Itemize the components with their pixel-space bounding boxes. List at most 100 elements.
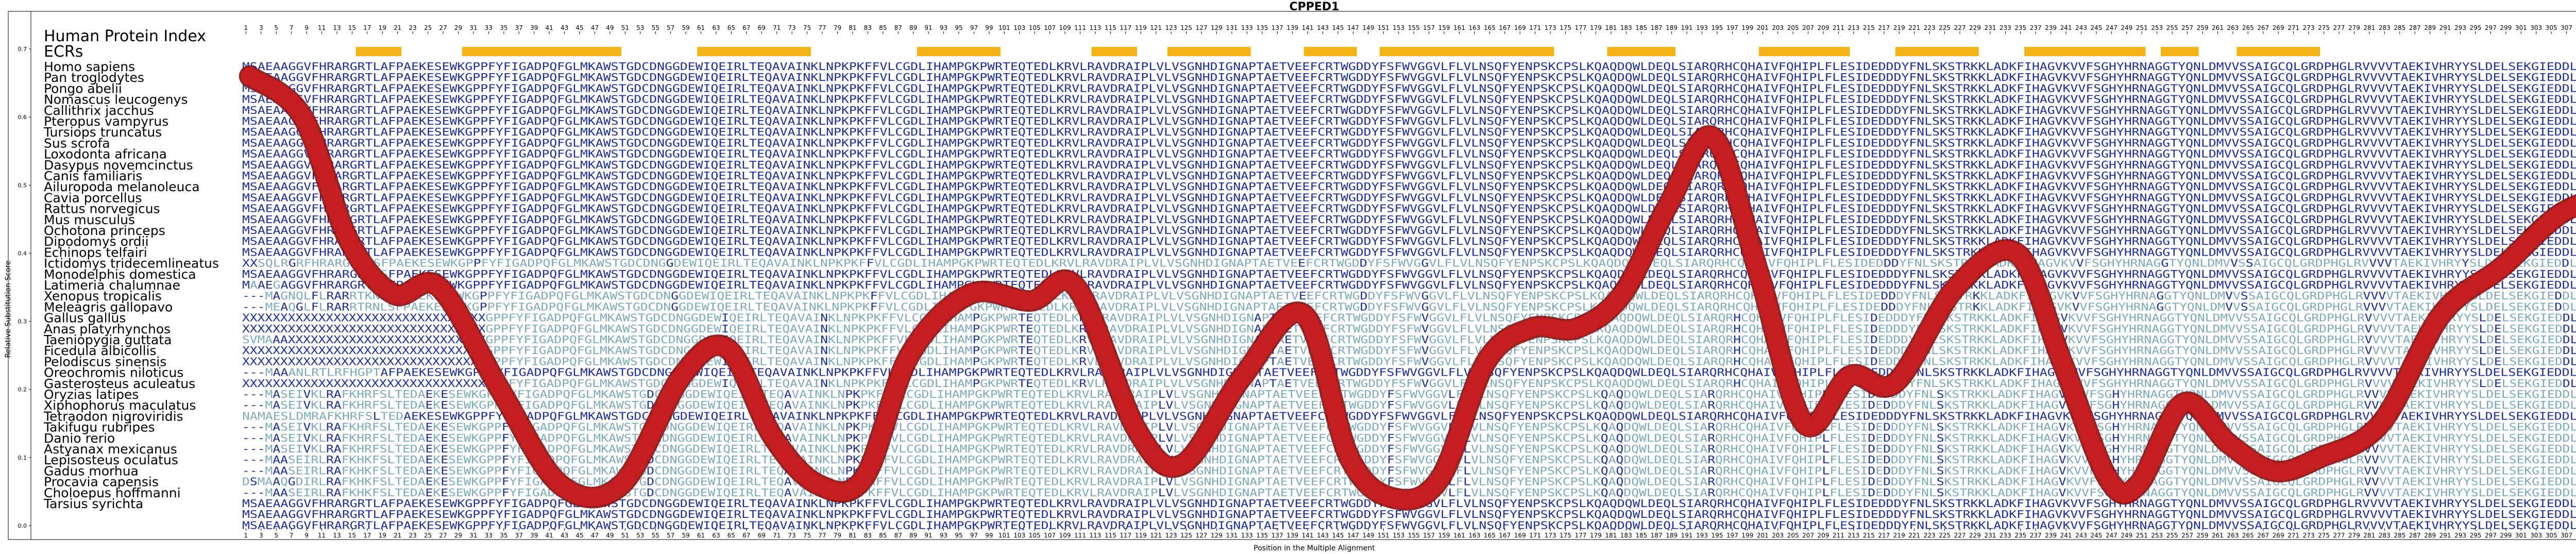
residue-run: VLRAVDRAIPLVLVSGNHDIGN — [1087, 312, 1254, 324]
residue-run: QRHCQHAIVFQHIP — [1715, 388, 1822, 400]
residue-run: E — [2494, 344, 2502, 357]
alignment-row: MSAEAAGGVFHRARGRTLAFPAEKESEWKGPPFYFIGADP… — [242, 71, 2576, 83]
top-tick-label: 133 — [1241, 24, 1253, 31]
residue-run: Q — [1616, 476, 1624, 488]
top-tick-label: 53 — [636, 24, 644, 31]
top-tick-label: 233 — [1999, 24, 2011, 31]
bottom-tick-label: 91 — [924, 532, 932, 539]
residue-run: H — [2112, 443, 2120, 455]
residue-run: R — [1079, 355, 1087, 367]
residue-run: Q — [1601, 454, 1608, 466]
residue-run: F — [1387, 454, 1395, 466]
residue-run: D — [2486, 323, 2494, 335]
curve-point — [1947, 279, 1964, 296]
top-tick-label: 243 — [2075, 24, 2087, 31]
curve-point — [1796, 415, 1813, 432]
top-tick-label: 95 — [955, 24, 962, 31]
residue-run: YHRNAGGTYQNLDMVVSSAIGCQLGRDPHGLR — [2120, 476, 2364, 488]
top-tick-label: 299 — [2500, 24, 2512, 31]
bottom-tick-label: 153 — [1393, 532, 1404, 539]
residue-run: RA — [326, 443, 342, 455]
top-tick-label: 5 — [274, 24, 278, 31]
top-tick-label: 219 — [1893, 24, 1905, 31]
residue-run: E — [1875, 476, 1883, 488]
residue-run: V — [2059, 454, 2066, 466]
curve-point — [2054, 354, 2071, 371]
residue-run: LSEKGIED — [2502, 355, 2563, 367]
residue-run: CDNGGDEWIQEIRLTEQ — [654, 486, 784, 499]
residue-run: V — [2365, 355, 2372, 367]
bottom-tick-label: 25 — [424, 532, 432, 539]
residue-run: E — [1875, 399, 1883, 411]
residue-run: A — [273, 443, 280, 455]
residue-run: A — [1254, 312, 1262, 324]
residue-run: V — [2233, 290, 2241, 302]
bottom-tick-label: 147 — [1347, 532, 1359, 539]
residue-run: SEWKGPP — [448, 486, 502, 499]
ecr-track — [355, 47, 2320, 56]
bottom-tick-label: 97 — [970, 532, 978, 539]
residue-run: D — [2486, 333, 2494, 346]
bottom-tick-label: 195 — [1711, 532, 1723, 539]
residue-run: XXXXXXXXXXXXXXXXXXXXXXXXXXXXXXXX — [242, 344, 486, 357]
top-tick-label: 137 — [1272, 24, 1283, 31]
top-tick-label: 159 — [1438, 24, 1450, 31]
curve-point — [2221, 435, 2238, 452]
residue-run: G — [273, 279, 281, 291]
bottom-tick-label: 235 — [2014, 532, 2026, 539]
residue-run: DD — [1884, 257, 1899, 270]
residue-run: GVLFLVLNSQFYENPSKCPSLKQAQDQWLDEQLSIARQRH… — [1429, 290, 1881, 302]
residue-run: M — [265, 421, 273, 433]
residue-run: MSAEAAGGVFHRARGRTLAFPAEKESEWKGPPFYFIGADP… — [242, 213, 2576, 226]
top-tick-label: 115 — [1105, 24, 1116, 31]
residue-run: QEIRLTEQAVAI — [729, 323, 820, 335]
residue-run: MSAEAAGGVFHRARGRTLAFPAEKESEWKGPPFYFIGADP… — [242, 104, 2576, 116]
bottom-tick-label: 275 — [2318, 532, 2330, 539]
top-tick-label: 251 — [2136, 24, 2148, 31]
residue-run: D — [1883, 454, 1891, 466]
residue-run: GPPFYFIGADPQFGLMKAWSTGDCDNGGDEW — [486, 344, 722, 357]
bottom-tick-label: 271 — [2287, 532, 2299, 539]
residue-run: A — [784, 476, 792, 488]
residue-run: V — [2060, 312, 2068, 324]
residue-run: KSTRKKLADKFIHAG — [1944, 464, 2059, 477]
residue-run: L — [1822, 454, 1830, 466]
ecr-block — [1091, 47, 1137, 56]
residue-run: K — [433, 454, 440, 466]
residue-run: R — [1707, 464, 1716, 477]
residue-run: A — [1608, 432, 1616, 444]
residue-run: KSTRKKLADKFIHAG — [1944, 443, 2059, 455]
residue-run: FKHKFSLTEDA — [342, 486, 426, 499]
residue-run: V — [2225, 300, 2233, 313]
alignment-row: M A AE G AGGVFHRARGRTL S FPAEKESEWKGPPFYFIGADP… — [242, 279, 2576, 291]
residue-run: D — [2554, 300, 2562, 313]
residue-run: Q — [1601, 421, 1608, 433]
bottom-tick-label: 253 — [2151, 532, 2163, 539]
residue-run: GPPFYFIGADPQFGLMKAWSTGDCDNGGDEW — [486, 323, 722, 335]
bottom-tick-label: 103 — [1013, 532, 1025, 539]
species-label: Loxodonta africana — [44, 147, 167, 162]
residue-run: TE — [1018, 333, 1033, 346]
residue-run: LSEKGIED — [2502, 333, 2563, 346]
residue-run: P — [480, 290, 487, 302]
top-tick-label: 125 — [1180, 24, 1192, 31]
residue-run: H — [1733, 323, 1741, 335]
curve-point — [1614, 286, 1631, 303]
residue-run: VV — [2364, 399, 2379, 411]
residue-run: DYFSFWV — [1368, 300, 1421, 313]
residue-run: FKHRFSLTEDA — [342, 399, 426, 411]
residue-run: KLNPKPKFFVLCGDLIHAM — [828, 333, 973, 346]
residue-run: K — [433, 464, 440, 477]
residue-run: LSEKGIED — [2502, 312, 2563, 324]
residue-run: KSTRKKLADKFIHAG — [1944, 454, 2059, 466]
alignment-row: MSAEAAGGVFHRARGRTLAFPAEKESEWKGPPFYFIGADP… — [242, 180, 2576, 193]
top-tick-label: 249 — [2121, 24, 2132, 31]
residue-run: AA — [273, 454, 288, 466]
residue-run: SEWKGPP — [448, 443, 502, 455]
residue-run: S — [1937, 421, 1944, 433]
residue-run: DL — [2563, 355, 2576, 367]
residue-run: D — [1868, 454, 1875, 466]
residue-run: A — [1608, 464, 1616, 477]
residue-run: D — [1870, 344, 1878, 357]
